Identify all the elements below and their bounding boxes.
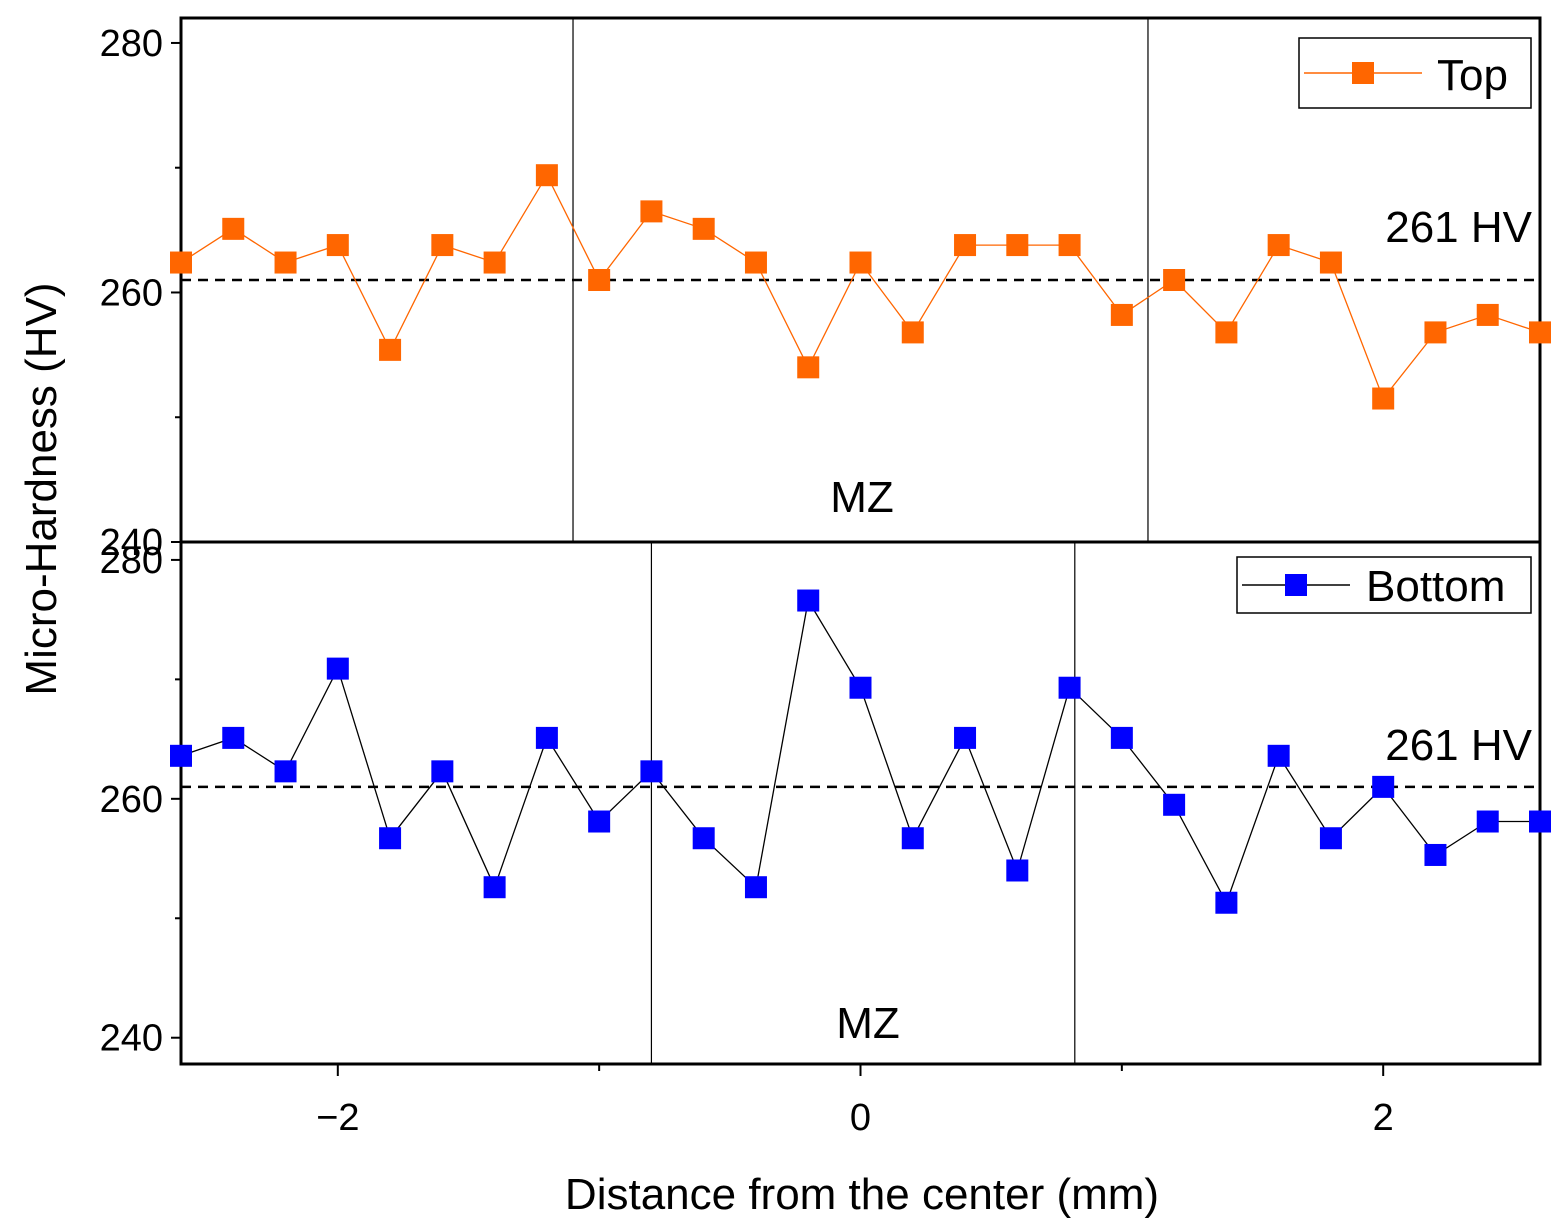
top-data-point (1476, 303, 1499, 326)
top-series-line (180, 173, 1541, 400)
bottom-legend: Bottom (1236, 556, 1532, 614)
bottom-ytick-label-0: 240 (100, 1018, 163, 1060)
top-reference-label: 261 HV (1385, 203, 1532, 252)
top-data-point (744, 251, 767, 274)
bottom-data-point (901, 827, 924, 850)
top-data-point (1215, 321, 1238, 344)
bottom-data-point (535, 726, 558, 749)
top-data-point (640, 200, 663, 223)
x-axis: −2 0 2 (316, 1064, 1394, 1139)
bottom-legend-label: Bottom (1366, 562, 1505, 611)
bottom-ytick-label-2: 280 (100, 540, 163, 582)
top-data-point (849, 251, 872, 274)
top-panel: 240 260 280 261 HV MZ Top (100, 18, 1551, 564)
top-data-point (326, 234, 349, 257)
bottom-reference-label: 261 HV (1385, 721, 1532, 770)
bottom-data-point (588, 810, 611, 833)
top-data-point (692, 217, 715, 240)
bottom-region-label: MZ (836, 999, 900, 1048)
top-data-point (1424, 321, 1447, 344)
bottom-data-point (1529, 810, 1551, 833)
top-ytick-label-0: 240 (100, 522, 163, 564)
top-data-point (1163, 269, 1186, 291)
bottom-data-point (483, 876, 506, 899)
x-tick-label-1: 0 (850, 1097, 871, 1139)
bottom-data-point (1424, 843, 1447, 866)
top-data-point (954, 234, 977, 257)
bottom-data-point (1110, 726, 1133, 749)
bottom-data-point (1006, 859, 1029, 882)
top-data-point (1529, 321, 1551, 344)
top-data-point (1372, 387, 1395, 410)
top-data-point (1319, 251, 1342, 274)
top-data-point (483, 251, 506, 274)
top-data-point (1006, 234, 1029, 257)
bottom-data-point (954, 726, 977, 749)
x-axis-title: Distance from the center (mm) (565, 1170, 1159, 1219)
bottom-data-point (692, 827, 715, 850)
bottom-data-point (274, 760, 297, 783)
bottom-data-point (170, 744, 192, 767)
top-data-point (1058, 234, 1081, 257)
bottom-data-point (1267, 744, 1290, 767)
bottom-data-point (1163, 793, 1186, 816)
bottom-data-point (431, 760, 454, 783)
top-data-point (535, 164, 558, 187)
top-data-point (588, 269, 611, 291)
bottom-data-point (1215, 891, 1238, 914)
top-region-label: MZ (830, 473, 894, 522)
bottom-ytick-label-1: 260 (100, 779, 163, 821)
bottom-panel: 240 260 280 261 HV MZ Bottom (100, 540, 1551, 1064)
bottom-data-point (1058, 676, 1081, 699)
top-data-point (274, 251, 297, 274)
top-data-point (901, 321, 924, 344)
top-ytick-label-1: 260 (100, 272, 163, 314)
x-tick-label-2: 2 (1373, 1097, 1394, 1139)
bottom-data-point (1476, 810, 1499, 833)
top-data-point (170, 251, 192, 274)
bottom-data-point (326, 657, 349, 680)
y-axis-title: Micro-Hardness (HV) (17, 282, 66, 695)
top-data-point (379, 338, 402, 361)
bottom-data-point (640, 760, 663, 783)
top-legend: Top (1298, 37, 1532, 109)
x-tick-label-0: −2 (316, 1097, 359, 1139)
top-ytick-label-2: 280 (100, 23, 163, 65)
top-data-point (1267, 234, 1290, 257)
bottom-data-point (744, 876, 767, 899)
top-legend-marker (1352, 62, 1374, 84)
bottom-series-line (180, 598, 1540, 905)
bottom-data-point (1319, 827, 1342, 850)
bottom-data-point (1372, 775, 1395, 798)
bottom-data-point (797, 589, 820, 612)
bottom-data-point (222, 726, 245, 749)
top-data-point (797, 356, 820, 379)
bottom-legend-marker (1285, 574, 1307, 596)
bottom-data-point (379, 827, 402, 850)
bottom-data-point (849, 676, 872, 699)
top-legend-label: Top (1437, 51, 1508, 100)
top-data-point (222, 217, 245, 240)
top-data-point (1110, 303, 1133, 326)
top-data-point (431, 234, 454, 257)
bottom-panel-frame (179, 540, 1542, 1066)
